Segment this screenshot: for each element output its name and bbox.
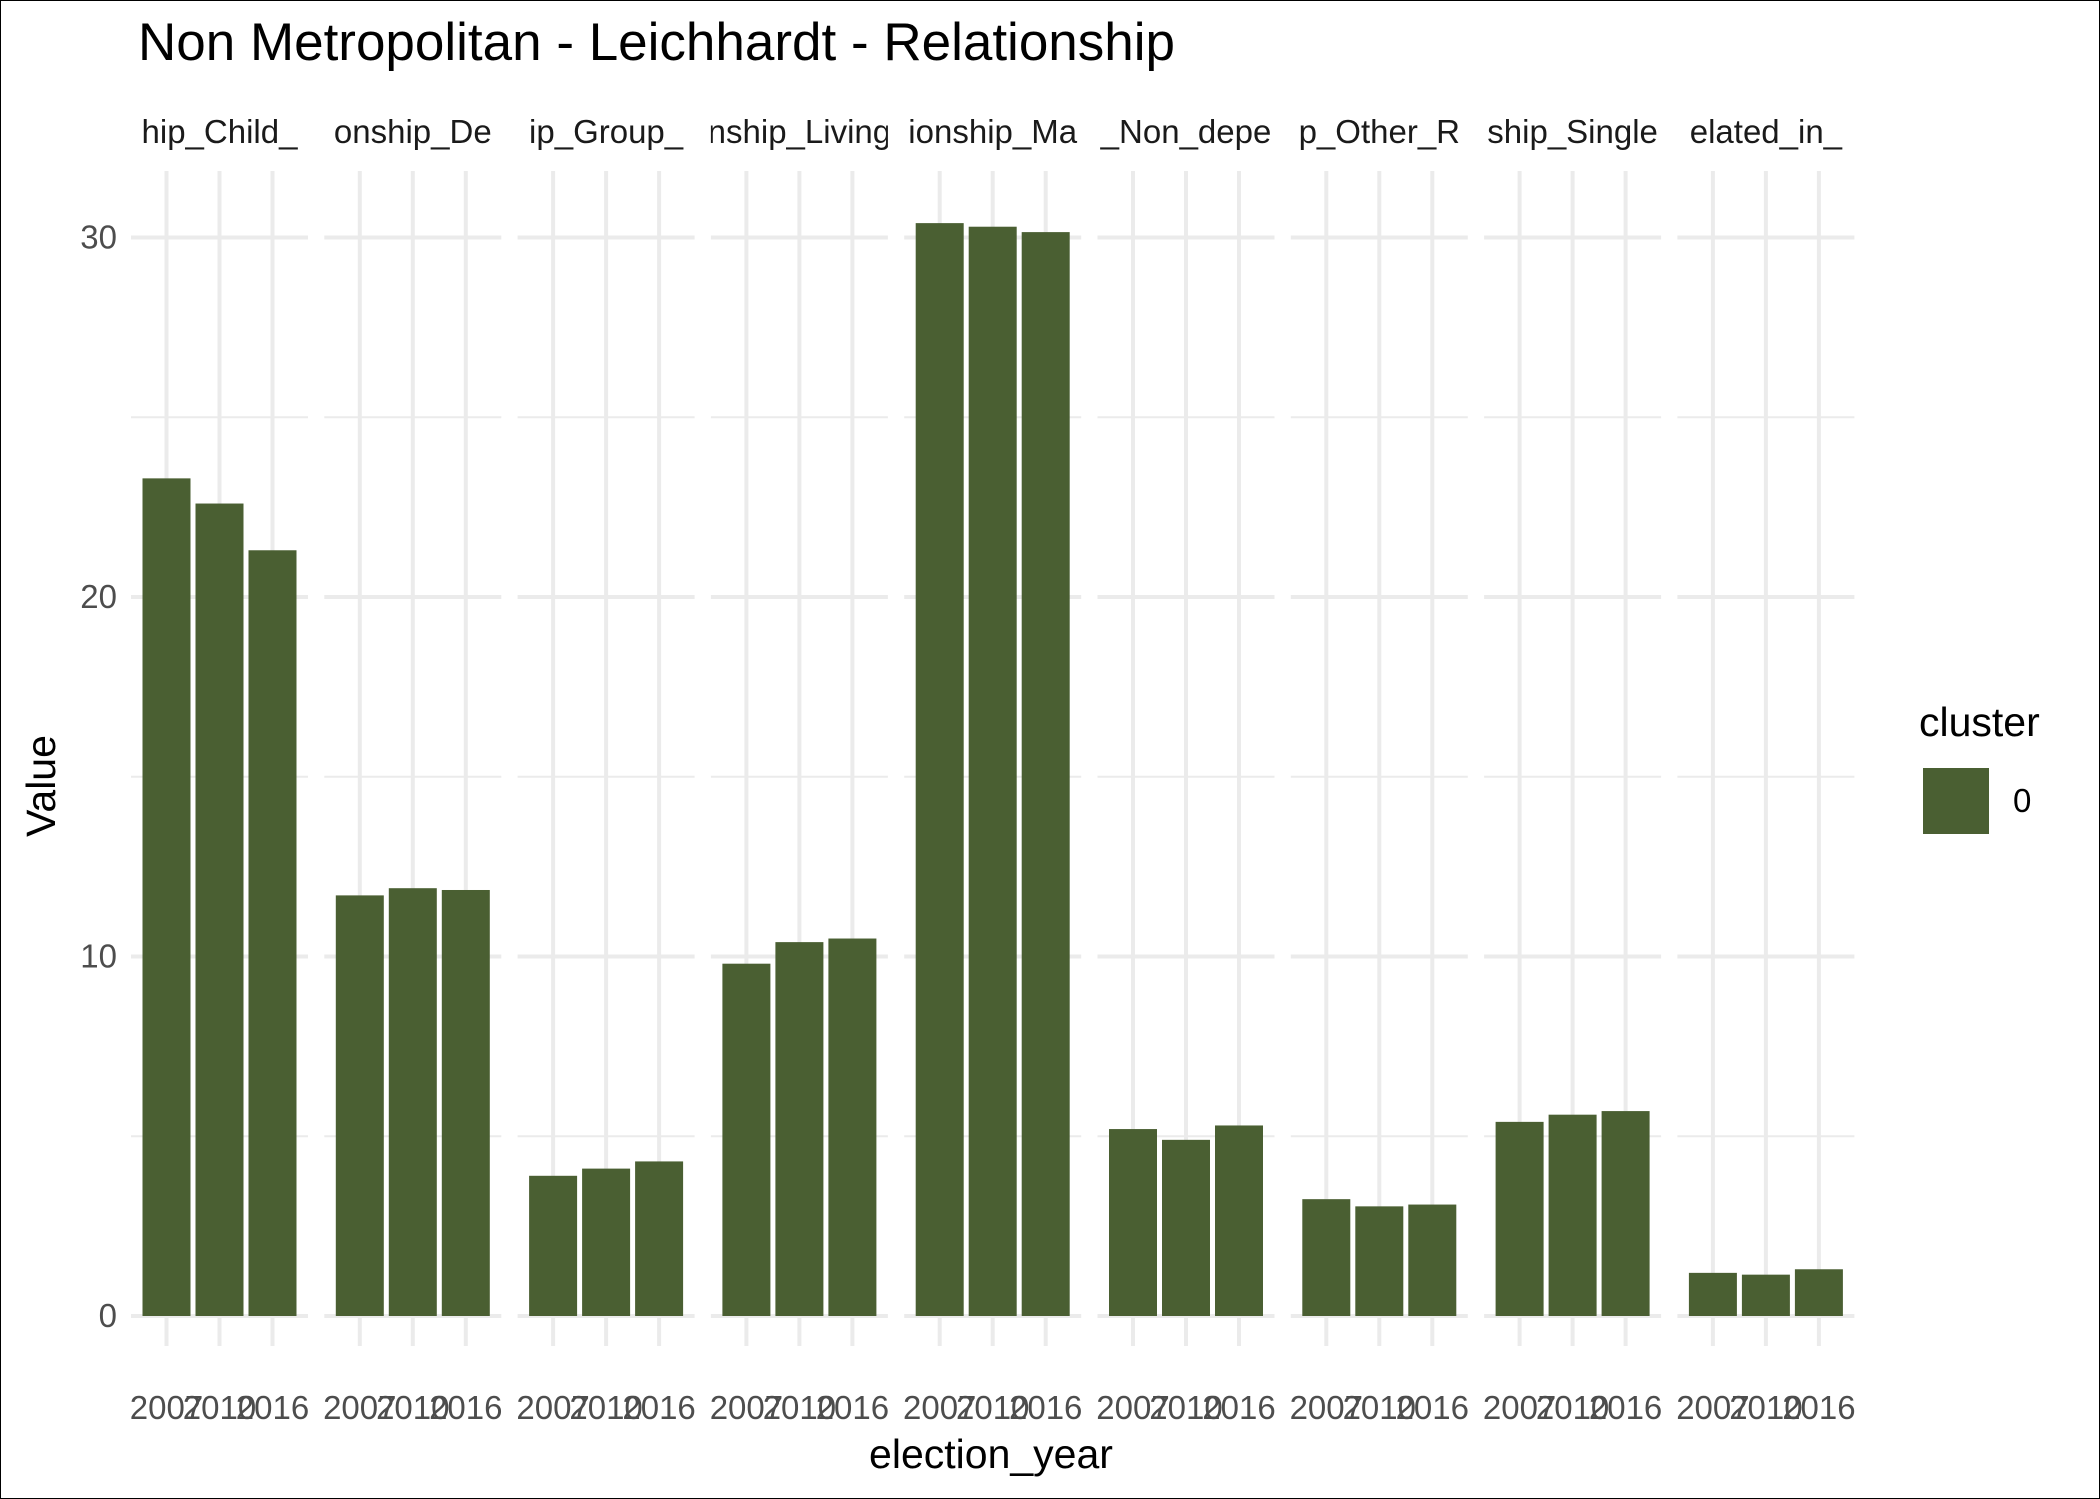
bar [1408,1204,1457,1316]
x-tick-label: 2010 [1149,1389,1222,1426]
facet-strip-label: ship_Single [1487,113,1658,150]
bar [335,895,384,1316]
x-tick-label: 2007 [323,1389,396,1426]
x-tick-label: 2010 [1343,1389,1416,1426]
bar [1601,1111,1650,1316]
x-axis-title: election_year [869,1431,1113,1477]
facet-strip-label: hip_Child_ [142,113,299,150]
bar [1548,1114,1597,1316]
x-tick-label: 2016 [1396,1389,1469,1426]
x-tick-label: 2007 [130,1389,203,1426]
x-tick-label: 2007 [1483,1389,1556,1426]
x-tick-label: 2010 [1536,1389,1609,1426]
y-axis-ticks: 0 10 20 30 [80,219,117,1335]
x-tick-label: 2010 [956,1389,1029,1426]
bar [1495,1121,1544,1316]
facet-strip-label: elated_in_ [1690,113,1843,150]
facet-strip-label: p_Other_R [1299,113,1460,150]
bar [1302,1199,1351,1316]
x-tick-label: 2016 [236,1389,309,1426]
facet-strip-label: nship_Living [708,113,891,150]
x-tick-label: 2007 [1676,1389,1749,1426]
bar [388,888,437,1316]
bar [722,963,771,1316]
x-tick-label: 2010 [569,1389,642,1426]
facet-strip-label: ionship_Ma [908,113,1077,150]
bar [248,550,297,1316]
x-tick-label: 2016 [1202,1389,1275,1426]
bar [441,889,490,1316]
y-tick-label: 30 [80,219,117,256]
x-tick-label: 2016 [429,1389,502,1426]
y-axis-title: Value [18,735,64,837]
x-tick-label: 2016 [816,1389,889,1426]
bar [775,942,824,1316]
x-tick-label: 2007 [1096,1389,1169,1426]
x-tick-label: 2010 [763,1389,836,1426]
legend-label: 0 [2013,782,2031,819]
facet-strip-label: ip_Group_ [529,113,684,150]
x-tick-label: 2007 [516,1389,589,1426]
bar [1109,1129,1157,1316]
x-tick-label: 2016 [1009,1389,1082,1426]
bar [1355,1206,1404,1316]
y-tick-label: 10 [80,938,117,975]
bar [1215,1125,1263,1316]
facet-strip-label: _Non_depe [1100,113,1272,150]
bar [1162,1139,1210,1316]
facet-strip-label: onship_De [334,113,492,150]
bar [1021,232,1070,1316]
bar [1741,1274,1790,1316]
bar [195,503,244,1316]
chart-title: Non Metropolitan - Leichhardt - Relation… [138,13,1175,72]
bar [142,478,191,1316]
bar [529,1175,578,1316]
y-tick-label: 0 [99,1297,117,1334]
legend-title: cluster [1919,699,2040,745]
x-tick-label: 2007 [1290,1389,1363,1426]
legend: cluster 0 [1919,699,2040,834]
legend-key-swatch [1923,768,1989,834]
bar [635,1161,684,1316]
y-tick-label: 20 [80,578,117,615]
x-tick-label: 2016 [622,1389,695,1426]
bar [582,1168,631,1316]
bar [1688,1272,1737,1316]
x-tick-label: 2010 [183,1389,256,1426]
x-tick-label: 2010 [1729,1389,1802,1426]
bar [915,223,964,1316]
x-tick-label: 2010 [376,1389,449,1426]
bar [828,938,877,1316]
x-tick-label: 2007 [903,1389,976,1426]
x-tick-label: 2016 [1782,1389,1855,1426]
bar [1794,1269,1843,1316]
x-tick-label: 2007 [710,1389,783,1426]
facet-panels: 200720102016hip_Child_200720102016onship… [130,113,1856,1426]
bar [968,226,1017,1317]
x-tick-label: 2016 [1589,1389,1662,1426]
